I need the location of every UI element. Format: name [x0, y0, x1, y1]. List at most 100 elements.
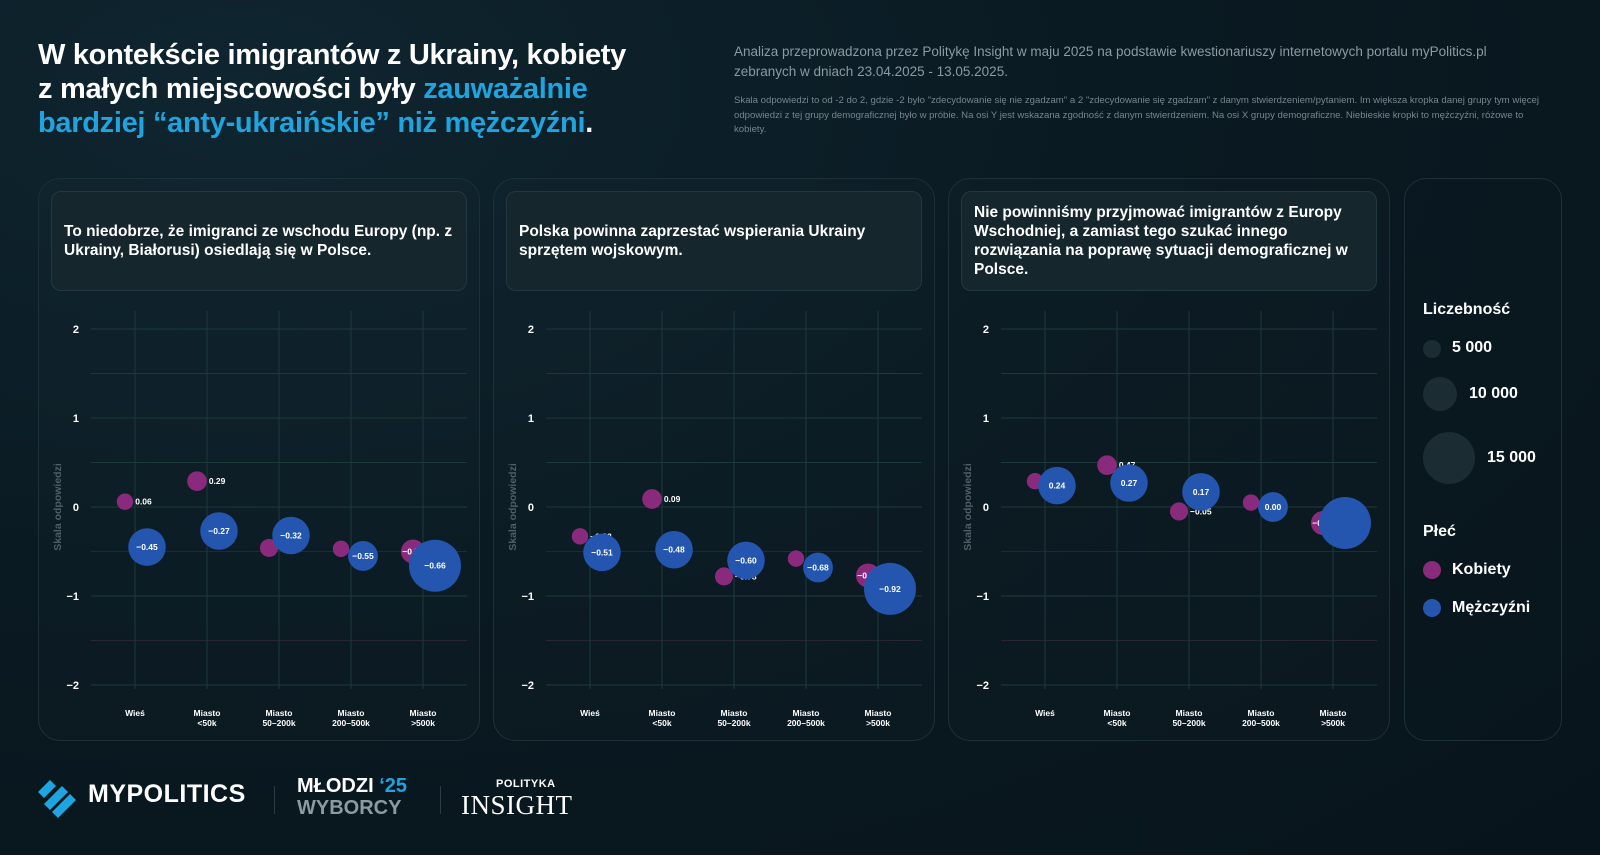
y-tick-label: 2 — [983, 324, 989, 336]
bubble-male — [200, 512, 238, 550]
x-tick-label: 200–500k — [332, 718, 370, 728]
bubble-male — [1182, 473, 1220, 511]
bubble-male — [864, 562, 916, 615]
question-title-3: Nie powinniśmy przyjmować imigrantów z E… — [974, 204, 1348, 278]
y-tick-label: 2 — [73, 324, 79, 336]
x-tick-label: 50–200k — [1172, 718, 1205, 728]
bubble-chart-2: 2 1 0 −1 −2 Skala odpowiedzi Wieś Miasto <50k Mia… — [507, 311, 922, 728]
y-tick-label: 1 — [528, 413, 534, 425]
x-tick-label: 200–500k — [787, 718, 825, 728]
x-tick-label: Miasto — [1176, 708, 1203, 718]
description: Analiza przeprowadzona przez Politykę In… — [734, 44, 1487, 79]
bubble-male — [409, 539, 461, 592]
x-tick-label: Wieś — [125, 708, 145, 718]
x-tick-label: >500k — [411, 718, 435, 728]
legend-size-label-large: 15 000 — [1487, 449, 1536, 466]
bubble-male — [803, 552, 833, 583]
legend-size-bubble-large — [1423, 432, 1475, 484]
bubble-label-male: −0.27 — [208, 526, 230, 536]
bubble-female — [714, 567, 734, 586]
bubble-female — [116, 493, 134, 510]
bubble-male — [348, 541, 378, 571]
bubble-female — [1242, 494, 1260, 511]
question-title-2: Polska powinna zaprzestać wspierania Ukr… — [519, 223, 866, 259]
legend-female-label: Kobiety — [1452, 561, 1511, 578]
y-tick-label: −2 — [66, 680, 79, 692]
x-tick-label: Miasto — [410, 708, 437, 718]
footer-divider-1 — [274, 786, 275, 814]
y-tick-label: 1 — [983, 413, 989, 425]
bubble-female — [1169, 502, 1189, 521]
x-tick-label: Miasto — [338, 708, 365, 718]
legend-size-title: Liczebność — [1423, 301, 1511, 318]
x-tick-label: Wieś — [580, 708, 600, 718]
legend-size-bubble-medium — [1423, 377, 1457, 411]
headline-suffix: . — [585, 107, 593, 139]
x-tick-label: >500k — [866, 718, 890, 728]
legend-size-label-medium: 10 000 — [1469, 385, 1518, 402]
legend-panel: Liczebność 5 000 10 000 15 000 Płeć Kobi… — [1404, 178, 1562, 741]
question-title-1: To niedobrze, że imigranci ze wschodu Eu… — [64, 223, 453, 259]
bubble-male — [727, 541, 765, 580]
bubble-label-male: 0.27 — [1121, 478, 1138, 488]
chart-panel-1: To niedobrze, że imigranci ze wschodu Eu… — [38, 178, 480, 741]
bubble-label-female: 0.09 — [664, 494, 681, 504]
x-tick-label: Miasto — [1104, 708, 1131, 718]
y-axis-label: Skala odpowiedzi — [962, 463, 974, 551]
bubble-label-male: −0.66 — [424, 561, 446, 571]
bubble-label-male: −0.48 — [663, 545, 685, 555]
x-tick-label: <50k — [1107, 718, 1126, 728]
mypolitics-wordmark: MYPOLITICS — [88, 780, 246, 808]
x-tick-label: Miasto — [1248, 708, 1275, 718]
y-tick-label: 2 — [528, 324, 534, 336]
question-box-1: To niedobrze, że imigranci ze wschodu Eu… — [51, 191, 467, 291]
y-tick-label: 0 — [528, 502, 534, 514]
x-tick-label: Miasto — [865, 708, 892, 718]
bubble-female — [642, 489, 662, 509]
bubble-label-female: −0.50 — [402, 547, 424, 557]
y-tick-label: 0 — [983, 502, 989, 514]
bubble-label-male: −0.60 — [735, 555, 757, 565]
x-tick-label: 50–200k — [262, 718, 295, 728]
mypolitics-logo-icon — [38, 780, 76, 818]
y-tick-label: −1 — [66, 591, 79, 603]
bubble-female — [571, 528, 589, 545]
headline: W kontekście imigrantów z Ukrainy, kobie… — [38, 38, 688, 140]
polityka-text: POLITYKA — [496, 778, 556, 790]
y-axis-label: Skala odpowiedzi — [507, 463, 519, 551]
bubble-label-male: −0.45 — [136, 542, 158, 552]
y-axis-label: Skala odpowiedzi — [52, 463, 64, 551]
bubble-female — [1097, 455, 1117, 475]
bubble-label-male: −0.92 — [879, 584, 901, 594]
bubble-label-male: 0.24 — [1049, 481, 1066, 491]
legend-female-dot — [1423, 561, 1441, 579]
x-tick-label: <50k — [652, 718, 671, 728]
x-tick-label: Wieś — [1035, 708, 1055, 718]
x-tick-label: 50–200k — [717, 718, 750, 728]
bubble-female — [787, 550, 805, 567]
footer-divider-2 — [440, 786, 441, 814]
insight-text: INSIGHT — [461, 790, 573, 820]
bubble-male — [1110, 464, 1148, 502]
legend-size-bubble-small — [1423, 340, 1441, 358]
y-tick-label: −1 — [521, 591, 534, 603]
mlodzi-year: ‘25 — [379, 775, 408, 797]
x-tick-label: Miasto — [266, 708, 293, 718]
x-tick-label: Miasto — [1320, 708, 1347, 718]
x-tick-label: Miasto — [793, 708, 820, 718]
bubble-female — [259, 538, 279, 558]
bubble-label-male: −0.32 — [280, 530, 302, 540]
y-tick-label: 0 — [73, 502, 79, 514]
x-tick-label: <50k — [197, 718, 216, 728]
x-tick-label: Miasto — [721, 708, 748, 718]
chart-panel-3: Nie powinniśmy przyjmować imigrantów z E… — [948, 178, 1390, 741]
y-tick-label: −2 — [521, 680, 534, 692]
bubble-label-male: 0.00 — [1265, 502, 1282, 512]
bubble-label-male: 0.17 — [1193, 487, 1210, 497]
bubble-label-male: −0.55 — [352, 551, 374, 561]
bubble-male — [583, 533, 621, 572]
bubble-label-male: −0.51 — [591, 547, 613, 557]
bubble-female — [187, 471, 207, 492]
